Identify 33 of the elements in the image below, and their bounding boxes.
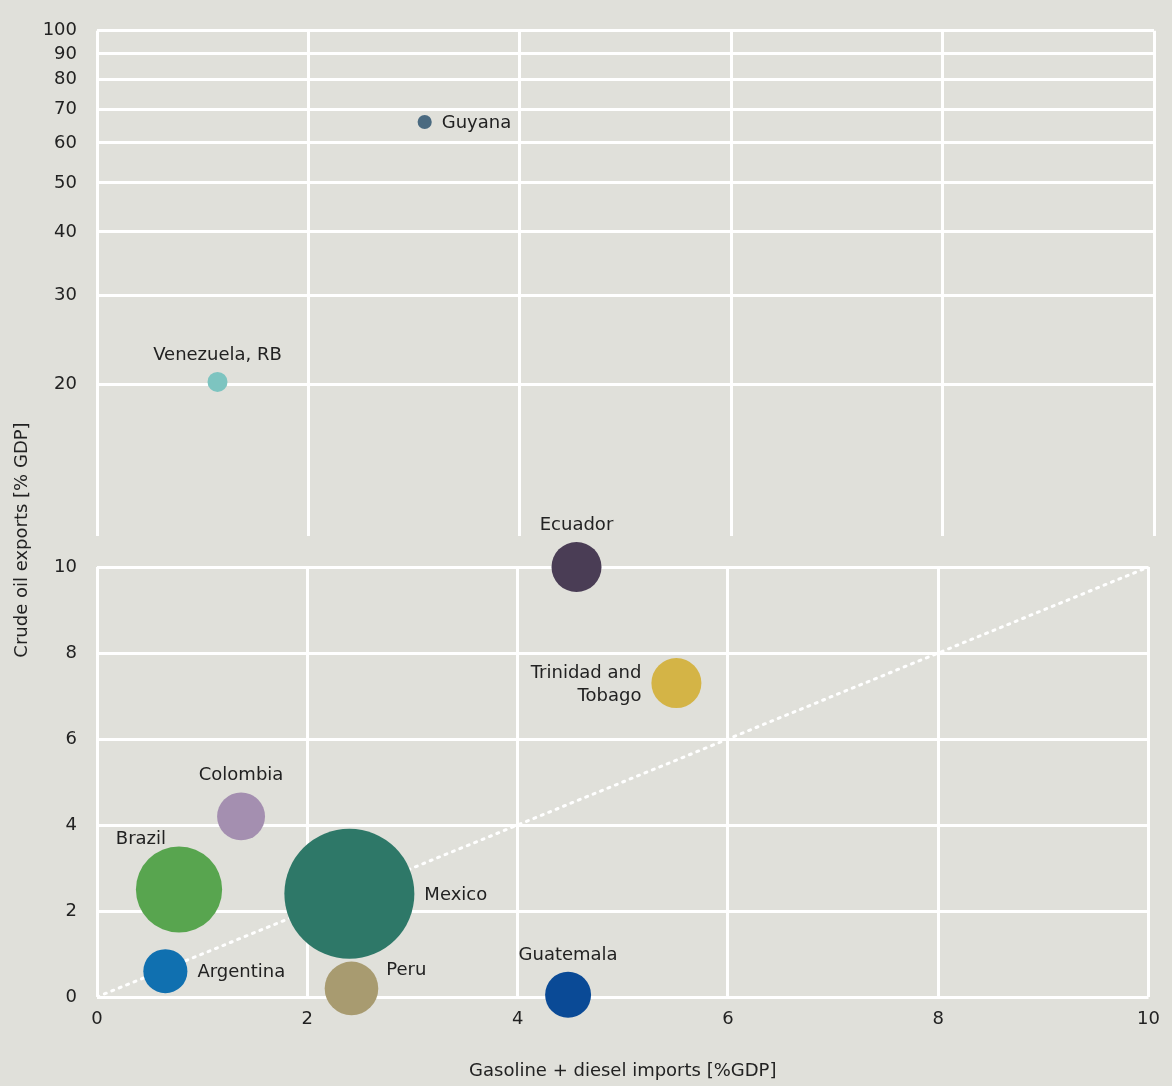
series-label: Ecuador	[539, 512, 614, 534]
series-label: Argentina	[197, 960, 286, 982]
y-tick-label: 0	[65, 984, 77, 1006]
series-label: Mexico	[424, 882, 488, 904]
x-tick-label: 0	[91, 1007, 103, 1029]
y-tick-label: 4	[65, 812, 77, 834]
y-tick-label: 90	[54, 41, 77, 63]
x-tick-label: 10	[1137, 1007, 1160, 1029]
y-tick-label: 20	[54, 371, 77, 393]
x-tick-label: 4	[511, 1007, 524, 1029]
y-axis-title: Crude oil exports [% GDP]	[9, 422, 31, 658]
y-tick-label: 30	[54, 282, 77, 304]
series-label: Guyana	[441, 111, 512, 132]
y-tick-label: 2	[65, 898, 77, 920]
x-axis-title: Gasoline + diesel imports [%GDP]	[469, 1058, 777, 1080]
y-tick-label: 50	[54, 170, 77, 192]
series-label: Trinidad and Tobago	[529, 660, 642, 705]
x-tick-label: 6	[722, 1007, 734, 1029]
y-tick-label: 60	[54, 130, 77, 152]
y-tick-label: 80	[54, 67, 77, 89]
y-tick-label: 40	[54, 219, 77, 241]
y-tick-label: 8	[65, 640, 77, 662]
series-label: Brazil	[115, 827, 167, 849]
series-label: Guatemala	[518, 942, 618, 964]
series-label: Peru	[386, 958, 427, 979]
y-tick-label: 70	[54, 96, 77, 118]
y-tick-label: 6	[65, 726, 77, 748]
x-tick-label: 2	[301, 1007, 314, 1029]
series-label: Venezuela, RB	[153, 342, 282, 364]
series-label: Colombia	[198, 763, 284, 785]
y-tick-label: 10	[54, 554, 77, 576]
y-tick-label: 100	[42, 18, 77, 40]
x-tick-label: 8	[932, 1007, 944, 1029]
